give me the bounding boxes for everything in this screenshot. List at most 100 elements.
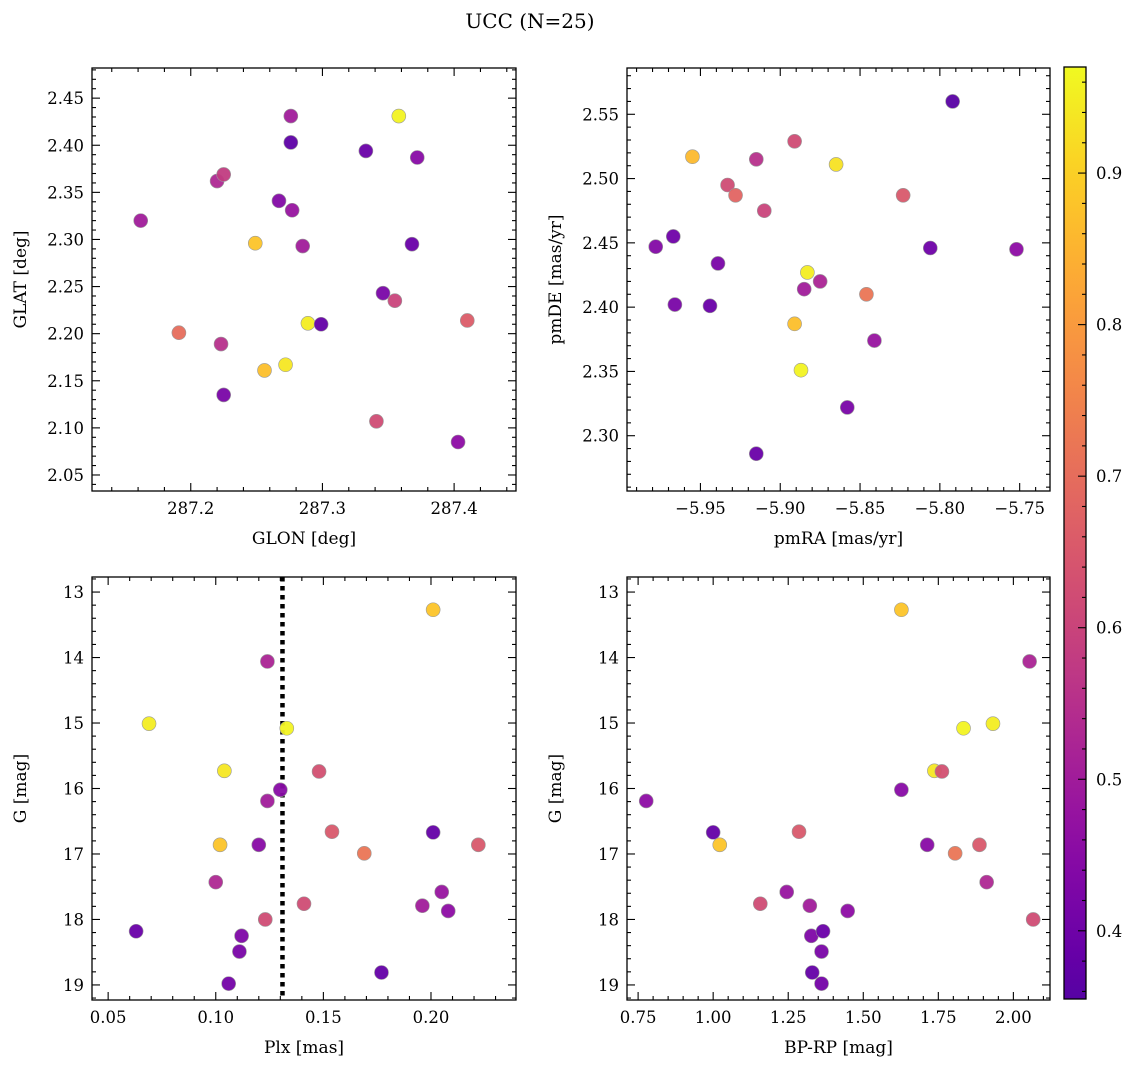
y-tick-label: 16	[63, 780, 84, 799]
scatter-point	[720, 177, 735, 193]
y-tick-label: 2.10	[47, 419, 84, 438]
scatter-point	[756, 203, 772, 219]
scatter-point	[945, 94, 960, 109]
colorbar-tick-label: 0.6	[1096, 619, 1122, 638]
x-tick-label: 1.25	[770, 1008, 807, 1027]
scatter-point	[800, 265, 815, 280]
scatter-point	[471, 837, 486, 853]
y-tick-label: 18	[63, 910, 84, 929]
scatter-point	[705, 825, 721, 840]
scatter-point	[667, 297, 683, 312]
scatter-point	[247, 235, 263, 251]
y-tick-label: 14	[63, 649, 84, 668]
y-tick-label: 18	[598, 910, 619, 929]
scatter-point	[409, 150, 425, 165]
y-tick-label: 16	[598, 780, 619, 799]
y-tick-label: 13	[598, 583, 619, 602]
scatter-point	[712, 837, 728, 853]
scatter-point	[839, 400, 855, 415]
scatter-point	[171, 325, 187, 341]
y-tick-label: 13	[63, 583, 84, 602]
scatter-point	[213, 336, 229, 352]
scatter-point	[217, 763, 232, 779]
scatter-point	[956, 720, 971, 736]
scatter-point	[257, 363, 272, 378]
y-tick-label: 2.30	[582, 427, 619, 446]
x-tick-label: 287.2	[167, 499, 214, 518]
scatter-point	[440, 903, 456, 919]
scatter-point	[648, 239, 664, 255]
colorbar-tick-label: 0.4	[1096, 922, 1122, 941]
y-axis-label: GLAT [deg]	[11, 230, 31, 328]
scatter-point	[273, 782, 288, 798]
scatter-point	[791, 824, 807, 840]
scatter-point	[278, 357, 293, 373]
y-axis-label: G [mag]	[546, 754, 566, 823]
colorbar-tick-label: 0.8	[1096, 316, 1122, 335]
scatter-point	[665, 229, 681, 244]
scatter-point	[947, 846, 963, 861]
y-axis-label: pmDE [mas/yr]	[546, 214, 566, 344]
x-tick-label: 0.15	[305, 1008, 342, 1027]
scatter-point	[216, 387, 231, 403]
x-tick-label: 1.00	[695, 1008, 732, 1027]
axes-frame	[91, 67, 517, 492]
scatter-point	[356, 846, 372, 861]
x-tick-label: 287.4	[430, 499, 477, 518]
y-tick-label: 2.05	[47, 466, 84, 485]
y-tick-label: 2.55	[582, 105, 619, 124]
scatter-point	[221, 976, 236, 991]
colorbar-tick-label: 0.9	[1096, 164, 1122, 183]
scatter-point	[283, 135, 299, 150]
scatter-point	[894, 782, 909, 798]
y-tick-label: 2.45	[582, 234, 619, 253]
scatter-point	[459, 313, 475, 328]
y-tick-label: 2.40	[582, 298, 619, 317]
y-tick-label: 2.50	[582, 170, 619, 189]
y-tick-label: 2.30	[47, 230, 84, 249]
x-tick-label: 287.3	[299, 499, 346, 518]
x-tick-label: −5.80	[915, 499, 966, 518]
scatter-point	[260, 654, 275, 669]
y-tick-label: 17	[598, 845, 619, 864]
scatter-point	[815, 923, 831, 939]
scatter-point	[702, 298, 718, 314]
scatter-point	[284, 202, 300, 218]
scatter-point	[919, 837, 935, 853]
scatter-point	[232, 944, 247, 959]
scatter-point	[313, 316, 329, 332]
scatter-point	[1025, 912, 1041, 927]
scatter-point	[311, 764, 327, 779]
x-tick-label: 1.50	[845, 1008, 882, 1027]
scatter-point	[728, 187, 743, 203]
scatter-point	[787, 316, 802, 332]
x-tick-label: −5.75	[994, 499, 1045, 518]
scatter-point	[840, 903, 855, 919]
scatter-point	[685, 149, 700, 165]
scatter-point	[710, 256, 726, 271]
scatter-point	[358, 143, 374, 159]
scatter-point	[369, 413, 384, 429]
x-axis-label: pmRA [mas/yr]	[774, 529, 903, 549]
y-tick-label: 2.35	[47, 183, 84, 202]
scatter-point	[295, 238, 310, 254]
axes-frame	[626, 67, 1051, 492]
scatter-point	[257, 912, 273, 927]
scatter-point	[779, 884, 795, 900]
x-tick-label: 0.10	[197, 1008, 234, 1027]
scatter-point	[979, 874, 994, 890]
y-tick-label: 19	[63, 976, 84, 995]
scatter-point	[374, 965, 389, 980]
scatter-point	[391, 108, 407, 124]
y-tick-label: 15	[63, 714, 84, 733]
colorbar-tick-label: 0.7	[1096, 467, 1122, 486]
x-tick-label: −5.95	[675, 499, 726, 518]
y-tick-label: 2.35	[582, 362, 619, 381]
axes-frame	[91, 576, 517, 1001]
scatter-point	[922, 240, 938, 256]
scatter-point	[985, 716, 1001, 731]
scatter-point	[787, 133, 802, 149]
scatter-point	[279, 720, 295, 736]
scatter-point	[814, 944, 829, 959]
scatter-point	[387, 293, 403, 308]
